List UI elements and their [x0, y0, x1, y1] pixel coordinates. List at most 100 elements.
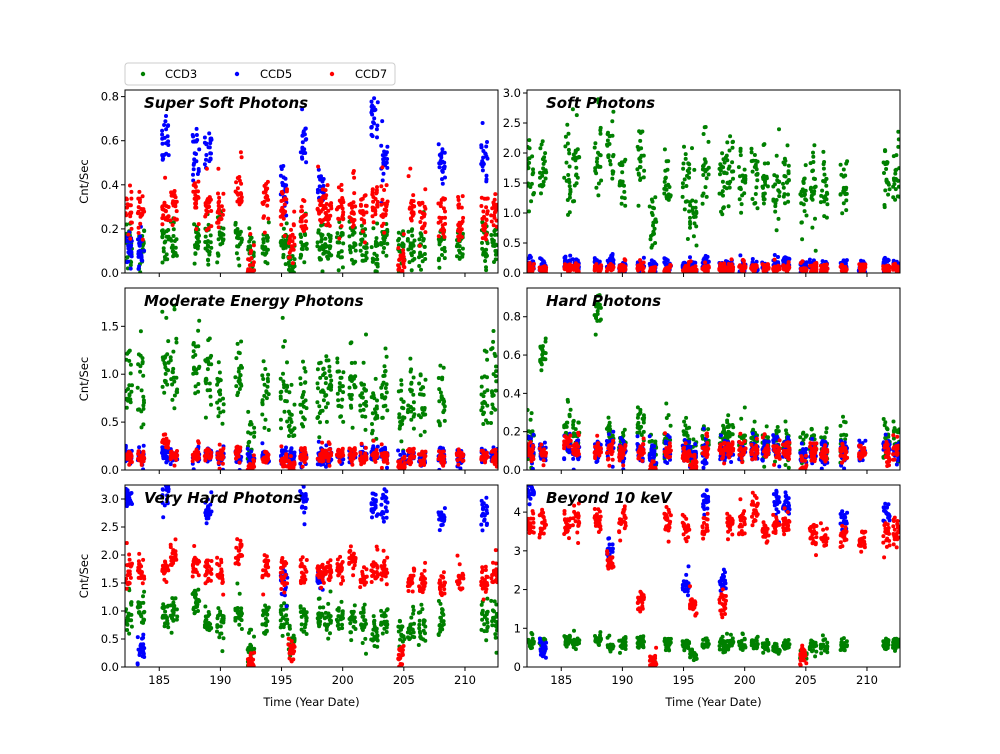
point-ccd7: [328, 203, 332, 207]
point-ccd7: [299, 454, 303, 458]
point-ccd3: [692, 234, 696, 238]
point-ccd7: [279, 444, 283, 448]
point-ccd5: [161, 142, 165, 146]
point-ccd3: [385, 355, 389, 359]
point-ccd5: [279, 165, 283, 169]
point-ccd7: [382, 188, 386, 192]
point-ccd7: [490, 220, 494, 224]
point-ccd3: [209, 395, 213, 399]
point-ccd3: [196, 344, 200, 348]
point-ccd3: [164, 316, 168, 320]
point-ccd3: [539, 183, 543, 187]
point-ccd7: [379, 184, 383, 188]
point-ccd3: [325, 255, 329, 259]
point-ccd7: [221, 213, 225, 217]
point-ccd5: [485, 174, 489, 178]
point-ccd5: [442, 161, 446, 165]
point-ccd3: [139, 354, 143, 358]
point-ccd3: [421, 259, 425, 263]
point-ccd3: [620, 202, 624, 206]
point-ccd7: [251, 458, 255, 462]
point-ccd7: [407, 447, 411, 451]
point-ccd3: [765, 176, 769, 180]
point-ccd3: [370, 245, 374, 249]
point-ccd7: [385, 458, 389, 462]
point-ccd3: [172, 227, 176, 231]
point-ccd7: [373, 209, 377, 213]
point-ccd3: [822, 200, 826, 204]
point-ccd7: [279, 223, 283, 227]
point-ccd7: [263, 231, 267, 235]
point-ccd3: [812, 177, 816, 181]
point-ccd7: [328, 442, 332, 446]
point-ccd7: [599, 263, 603, 267]
point-ccd3: [842, 201, 846, 205]
point-ccd3: [820, 189, 824, 193]
point-ccd3: [384, 369, 388, 373]
point-ccd3: [458, 256, 462, 260]
point-ccd3: [544, 177, 548, 181]
point-ccd3: [622, 190, 626, 194]
point-ccd7: [692, 269, 696, 273]
point-ccd3: [813, 217, 817, 221]
point-ccd3: [246, 410, 250, 414]
point-ccd3: [136, 386, 140, 390]
point-ccd3: [720, 212, 724, 216]
point-ccd7: [248, 232, 252, 236]
point-ccd3: [650, 246, 654, 250]
point-ccd3: [597, 182, 601, 186]
point-ccd7: [291, 239, 295, 243]
y-tick-label: 0.8: [101, 90, 119, 104]
point-ccd3: [781, 182, 785, 186]
point-ccd3: [754, 173, 758, 177]
point-ccd7: [216, 192, 220, 196]
point-ccd7: [209, 209, 213, 213]
point-ccd3: [412, 250, 416, 254]
point-ccd3: [755, 178, 759, 182]
point-ccd3: [399, 378, 403, 382]
points: [124, 96, 500, 274]
point-ccd7: [371, 453, 375, 457]
point-ccd3: [193, 391, 197, 395]
point-ccd3: [620, 163, 624, 167]
point-ccd3: [725, 154, 729, 158]
point-ccd3: [283, 399, 287, 403]
point-ccd7: [382, 202, 386, 206]
point-ccd3: [822, 160, 826, 164]
point-ccd7: [287, 256, 291, 260]
point-ccd3: [638, 139, 642, 143]
point-ccd3: [329, 379, 333, 383]
point-ccd7: [350, 211, 354, 215]
point-ccd3: [161, 261, 165, 265]
point-ccd3: [884, 167, 888, 171]
point-ccd5: [385, 150, 389, 154]
point-ccd3: [263, 367, 267, 371]
point-ccd5: [442, 166, 446, 170]
point-ccd3: [209, 403, 213, 407]
point-ccd5: [166, 123, 170, 127]
point-ccd7: [412, 199, 416, 203]
point-ccd3: [328, 239, 332, 243]
point-ccd3: [419, 373, 423, 377]
panel-title: Super Soft Photons: [144, 94, 308, 112]
point-ccd5: [280, 449, 284, 453]
point-ccd3: [739, 211, 743, 215]
point-ccd3: [327, 369, 331, 373]
point-ccd3: [418, 251, 422, 255]
y-tick-label: 2.0: [503, 146, 521, 160]
point-ccd3: [694, 200, 698, 204]
point-ccd3: [437, 419, 441, 423]
point-ccd7: [623, 257, 627, 261]
point-ccd3: [239, 364, 243, 368]
point-ccd3: [128, 392, 132, 396]
point-ccd3: [316, 381, 320, 385]
point-ccd3: [279, 395, 283, 399]
point-ccd3: [652, 206, 656, 210]
point-ccd3: [281, 372, 285, 376]
point-ccd7: [141, 194, 145, 198]
point-ccd5: [437, 142, 441, 146]
point-ccd3: [329, 254, 333, 258]
point-ccd7: [420, 450, 424, 454]
point-ccd3: [217, 360, 221, 364]
